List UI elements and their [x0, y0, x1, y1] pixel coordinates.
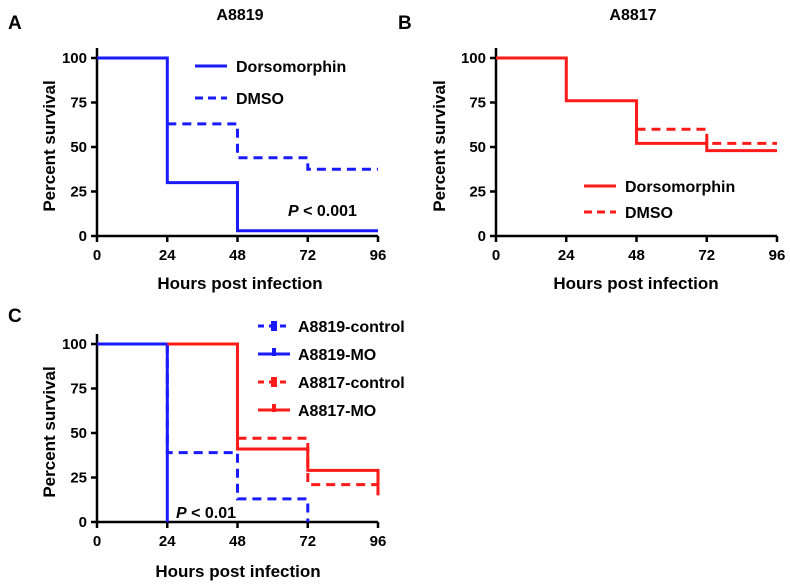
y-tick-label: 25 [469, 184, 486, 201]
panel-c-p-symbol: P [176, 505, 187, 522]
legend-b-dmso-label: DMSO [625, 205, 673, 222]
x-tick-label: 24 [558, 247, 575, 264]
series-line-a8817-control [237, 436, 380, 496]
x-tick-label: 24 [159, 247, 176, 264]
x-tick-label: 96 [370, 247, 387, 264]
panel-b-legend: Dorsomorphin DMSO [584, 179, 735, 222]
y-tick-label: 0 [478, 228, 486, 245]
panel-b-x-axis-label: Hours post infection [553, 274, 718, 293]
legend-c-a8819-mo: A8819-MO [258, 347, 376, 364]
panel-c-p-value: P < 0.01 [176, 505, 236, 522]
panel-c-series [97, 342, 380, 522]
y-tick-label: 50 [70, 139, 87, 156]
panel-a-y-axis-label: Percent survival [40, 80, 59, 211]
panel-a-p-symbol: P [288, 203, 299, 220]
y-tick-label: 0 [79, 514, 87, 531]
panel-a-letter: A [8, 13, 22, 34]
panel-a-p-text: < 0.001 [299, 203, 357, 220]
x-tick-label: 0 [93, 533, 101, 550]
x-tick-label: 72 [299, 533, 316, 550]
legend-c-a8817-mo-marker [272, 404, 276, 412]
panel-a-x-axis-label: Hours post infection [157, 274, 322, 293]
legend-c-a8817-control: A8817-control [258, 375, 405, 392]
x-tick-label: 96 [769, 247, 786, 264]
legend-c-a8819-control: A8819-control [258, 319, 405, 336]
panel-c-y-axis-label: Percent survival [40, 366, 59, 497]
panel-a-p-value: P < 0.001 [288, 203, 357, 220]
y-tick-label: 100 [62, 50, 87, 67]
panel-a-ticks: 0 25 50 75 100 0 24 48 72 96 [62, 48, 386, 264]
y-tick-label: 100 [461, 50, 486, 67]
legend-c-a8819-mo-marker [272, 348, 276, 356]
panel-c-ticks: 0 25 50 75 100 0 24 48 72 96 [62, 334, 386, 550]
x-tick-label: 48 [628, 247, 645, 264]
x-tick-label: 48 [229, 247, 246, 264]
x-tick-label: 0 [492, 247, 500, 264]
y-tick-label: 75 [70, 95, 87, 112]
y-tick-label: 50 [469, 139, 486, 156]
panel-c-letter: C [8, 306, 22, 327]
series-line-a8817-mo [167, 342, 380, 496]
series-line-a8819-mo [97, 342, 169, 522]
legend-a-dmso-label: DMSO [236, 91, 284, 108]
legend-a-dorsomorphin-label: Dorsomorphin [236, 59, 346, 76]
panel-a: A A8819 Percent survival Hours post infe… [8, 7, 386, 293]
panel-c-legend: A8819-control A8819-MO A8817-control A88… [258, 319, 405, 420]
y-tick-label: 25 [70, 184, 87, 201]
legend-c-a8817-control-marker [271, 377, 277, 387]
x-tick-label: 96 [370, 533, 387, 550]
panel-a-series [97, 56, 378, 233]
y-tick-label: 0 [79, 228, 87, 245]
legend-c-a8819-control-marker [271, 321, 277, 331]
panel-a-title: A8819 [216, 7, 263, 24]
series-line-dmso [167, 122, 378, 171]
panel-b-title: A8817 [609, 7, 656, 24]
y-tick-label: 75 [469, 95, 486, 112]
panel-c: C Percent survival Hours post infection … [8, 306, 405, 581]
y-tick-label: 50 [70, 425, 87, 442]
series-line-dorsomorphin [496, 56, 777, 153]
panel-c-x-axis-label: Hours post infection [155, 562, 320, 581]
x-tick-label: 48 [229, 533, 246, 550]
panel-b-ticks: 0 25 50 75 100 0 24 48 72 96 [461, 48, 785, 264]
legend-c-a8817-control-label: A8817-control [298, 375, 405, 392]
legend-c-a8817-mo-label: A8817-MO [298, 403, 376, 420]
y-tick-label: 100 [62, 336, 87, 353]
panel-c-p-text: < 0.01 [187, 505, 236, 522]
legend-b-dorsomorphin-label: Dorsomorphin [625, 179, 735, 196]
panel-b: B A8817 Percent survival Hours post infe… [398, 7, 785, 293]
legend-c-a8819-control-label: A8819-control [298, 319, 405, 336]
legend-c-a8817-mo: A8817-MO [258, 403, 376, 420]
panel-b-series [496, 56, 777, 153]
x-tick-label: 72 [299, 247, 316, 264]
panel-a-legend: Dorsomorphin DMSO [195, 59, 346, 108]
x-tick-label: 72 [698, 247, 715, 264]
series-line-dmso [636, 127, 777, 145]
y-tick-label: 75 [70, 381, 87, 398]
legend-c-a8819-mo-label: A8819-MO [298, 347, 376, 364]
panel-b-y-axis-label: Percent survival [430, 80, 449, 211]
x-tick-label: 24 [159, 533, 176, 550]
panel-b-letter: B [398, 13, 412, 34]
y-tick-label: 25 [70, 470, 87, 487]
x-tick-label: 0 [93, 247, 101, 264]
series-line-dorsomorphin [97, 56, 378, 233]
